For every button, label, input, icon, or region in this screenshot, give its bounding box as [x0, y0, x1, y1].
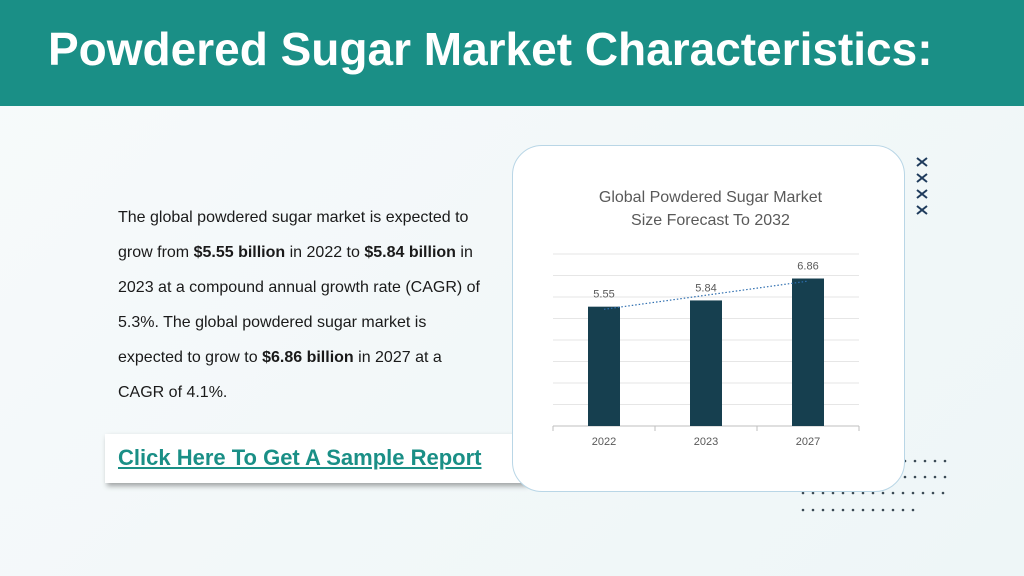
dot [891, 491, 895, 495]
bar [588, 306, 620, 426]
sample-report-link[interactable]: Click Here To Get A Sample Report [118, 445, 482, 470]
x-tick-label: 2022 [592, 436, 616, 448]
text: in 2023 at a compound annual growth rate… [118, 244, 480, 366]
dot [851, 508, 855, 512]
dot [831, 491, 835, 495]
dot [881, 508, 885, 512]
dot [923, 475, 927, 479]
text: in 2027 at a CAGR of 4.1%. [118, 349, 442, 401]
dot [933, 475, 937, 479]
dot [861, 508, 865, 512]
bar [792, 278, 824, 426]
dot [851, 491, 855, 495]
x-mark [916, 173, 928, 183]
dot [811, 508, 815, 512]
dot [881, 491, 885, 495]
dot [901, 508, 905, 512]
dot [903, 475, 907, 479]
x-mark [916, 205, 928, 215]
dot [923, 459, 927, 463]
sample-report-button[interactable]: Click Here To Get A Sample Report [105, 434, 527, 483]
dot [871, 491, 875, 495]
dot [911, 491, 915, 495]
slide-title: Powdered Sugar Market Characteristics: [48, 23, 933, 75]
dot [891, 508, 895, 512]
header-bar: Powdered Sugar Market Characteristics: [0, 0, 1024, 106]
dot [821, 491, 825, 495]
chart-card: 2022 5.55 2023 5.84 2027 6.86 Global Powdered… [512, 145, 905, 492]
chart-title: Global Powdered Sugar Market Size Foreca… [598, 189, 823, 229]
dot [871, 508, 875, 512]
x-tick-label: 2023 [694, 436, 718, 448]
dot [943, 475, 947, 479]
x-mark [916, 157, 928, 167]
dot [801, 491, 805, 495]
bold-text: $5.55 billion [193, 244, 286, 261]
data-label: 5.84 [695, 282, 716, 294]
text: in 2022 to [285, 244, 365, 261]
dot [821, 508, 825, 512]
data-label: 6.86 [797, 260, 818, 272]
dot [841, 491, 845, 495]
dot [801, 508, 805, 512]
dot [861, 491, 865, 495]
dot [921, 491, 925, 495]
dot [943, 459, 947, 463]
dot [911, 508, 915, 512]
dot [931, 491, 935, 495]
chart: 2022 5.55 2023 5.84 2027 6.86 [552, 253, 860, 448]
x-mark [916, 189, 928, 199]
dot [831, 508, 835, 512]
dot [913, 475, 917, 479]
bar [690, 300, 722, 426]
dot [941, 491, 945, 495]
description: The global powdered sugar market is expe… [118, 200, 490, 410]
bold-text: $6.86 billion [262, 349, 354, 366]
bold-text: $5.84 billion [364, 244, 456, 261]
dot [913, 459, 917, 463]
dot [811, 491, 815, 495]
x-tick-label: 2027 [796, 436, 820, 448]
trendline [603, 280, 809, 310]
text: The global powdered sugar market is expe… [118, 209, 469, 261]
dot [841, 508, 845, 512]
dot [901, 491, 905, 495]
data-label: 5.55 [593, 289, 614, 301]
dot [933, 459, 937, 463]
